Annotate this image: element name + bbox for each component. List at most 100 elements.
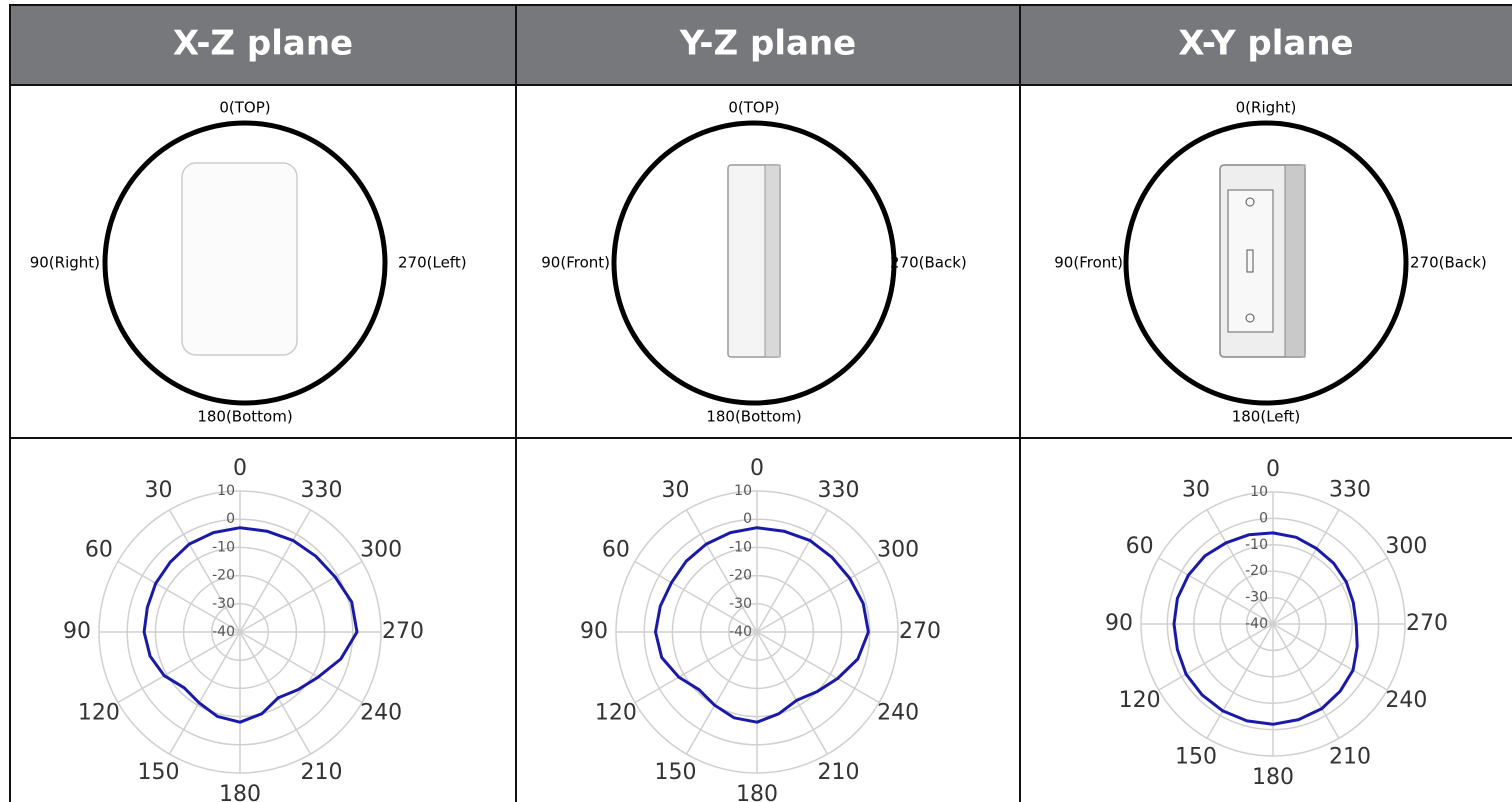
angle-label: 330 [1329,478,1371,503]
angle-label: 30 [662,478,690,503]
angle-label: 300 [360,538,402,563]
grid-spoke [756,560,880,633]
orientation-label: 180(Left) [1232,408,1301,426]
radial-label: -30 [729,596,752,612]
grid-spoke [756,631,880,704]
radial-label: 0 [743,511,752,527]
orientation-label: 90(Right) [30,254,100,272]
orientation-label: 270(Back) [1410,254,1487,272]
radial-label: -40 [1245,616,1268,632]
column-header: X-Z plane [173,24,353,64]
orientation-label: 270(Left) [398,254,467,272]
grid-spoke [239,560,363,633]
radial-label: -10 [212,539,235,555]
device-back-edge [1284,164,1306,358]
angle-label: 270 [899,619,941,644]
radial-label: -40 [212,624,235,640]
radial-label: -20 [1245,563,1268,579]
radial-label: -10 [1245,537,1268,553]
grid-spoke [1272,509,1340,625]
orientation-label: 180(Bottom) [706,408,801,426]
grid-spoke [756,631,829,755]
angle-label: 120 [595,701,637,726]
radial-label: -20 [212,568,235,584]
device-screw [1245,197,1255,207]
orientation-label: 90(Front) [541,254,610,272]
grid-spoke [1272,623,1388,691]
grid-spoke [117,560,241,633]
angle-label: 120 [78,701,120,726]
angle-label: 180 [219,782,261,802]
angle-label: 330 [818,478,860,503]
grid-spoke [168,631,241,755]
grid-spoke [634,631,758,704]
angle-label: 150 [1175,744,1217,769]
grid-spoke [168,509,241,633]
radial-label: -40 [729,624,752,640]
orientation-label: 0(Right) [1236,99,1297,117]
angle-label: 0 [233,456,247,481]
angle-label: 210 [818,760,860,785]
angle-label: 240 [1385,688,1427,713]
pattern-line [1172,531,1359,726]
grid-spoke [634,560,758,633]
orientation-label: 270(Back) [890,254,967,272]
angle-label: 330 [301,478,343,503]
orientation-circle [102,120,388,406]
angle-label: 120 [1119,688,1161,713]
radial-label: 0 [1259,510,1268,526]
pattern-line [654,526,870,724]
column-header: X-Y plane [1178,24,1353,64]
angle-label: 30 [1182,478,1210,503]
grid-spoke [239,509,312,633]
radial-label: 10 [734,483,752,499]
device-slot [1246,249,1254,273]
angle-label: 180 [1252,765,1294,790]
grid-spoke [685,631,758,755]
grid-spoke [1206,623,1274,739]
angle-label: 0 [1266,457,1280,482]
angle-label: 180 [736,782,778,802]
device-screw [1245,313,1255,323]
angle-label: 30 [145,478,173,503]
grid-spoke [1272,557,1388,625]
orientation-label: 180(Bottom) [197,408,292,426]
angle-label: 150 [655,760,697,785]
device-front [181,162,298,356]
angle-label: 270 [382,619,424,644]
radial-label: 10 [217,483,235,499]
angle-label: 90 [1105,611,1133,636]
grid-spoke [1272,623,1340,739]
grid-spoke [685,509,758,633]
angle-label: 210 [301,760,343,785]
angle-label: 210 [1329,744,1371,769]
device-side-panel [764,164,781,358]
table-border [9,4,1512,802]
angle-label: 300 [1385,534,1427,559]
header-row [10,5,1512,85]
grid-spoke [239,631,363,704]
radial-label: -30 [1245,590,1268,606]
angle-label: 90 [580,619,608,644]
angle-label: 150 [138,760,180,785]
angle-label: 90 [63,619,91,644]
angle-label: 60 [602,538,630,563]
radial-label: -20 [729,568,752,584]
angle-label: 0 [750,456,764,481]
orientation-label: 0(TOP) [219,99,270,117]
grid-spoke [239,631,312,755]
grid-spoke [1158,623,1274,691]
angle-label: 240 [877,701,919,726]
angle-label: 270 [1406,611,1448,636]
pattern-line [142,526,359,724]
angle-label: 300 [877,538,919,563]
angle-label: 240 [360,701,402,726]
radial-label: 0 [226,511,235,527]
orientation-label: 0(TOP) [728,99,779,117]
radial-label: -10 [729,539,752,555]
radial-label: -30 [212,596,235,612]
angle-label: 60 [1126,534,1154,559]
grid-spoke [1158,557,1274,625]
radial-label: 10 [1250,484,1268,500]
